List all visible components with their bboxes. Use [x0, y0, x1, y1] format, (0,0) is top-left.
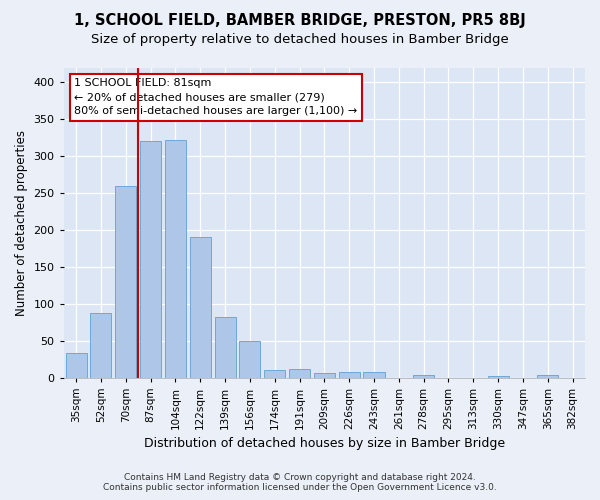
- Text: 1, SCHOOL FIELD, BAMBER BRIDGE, PRESTON, PR5 8BJ: 1, SCHOOL FIELD, BAMBER BRIDGE, PRESTON,…: [74, 12, 526, 28]
- X-axis label: Distribution of detached houses by size in Bamber Bridge: Distribution of detached houses by size …: [144, 437, 505, 450]
- Bar: [239, 340, 260, 378]
- Bar: [165, 140, 186, 378]
- Text: 1 SCHOOL FIELD: 81sqm
← 20% of detached houses are smaller (279)
80% of semi-det: 1 SCHOOL FIELD: 81sqm ← 20% of detached …: [74, 78, 358, 116]
- Bar: [364, 372, 385, 378]
- Bar: [314, 373, 335, 378]
- Bar: [289, 370, 310, 378]
- Bar: [413, 374, 434, 378]
- Bar: [488, 376, 509, 378]
- Text: Size of property relative to detached houses in Bamber Bridge: Size of property relative to detached ho…: [91, 32, 509, 46]
- Bar: [190, 238, 211, 378]
- Y-axis label: Number of detached properties: Number of detached properties: [15, 130, 28, 316]
- Bar: [264, 370, 285, 378]
- Bar: [140, 142, 161, 378]
- Bar: [91, 312, 112, 378]
- Bar: [215, 317, 236, 378]
- Bar: [115, 186, 136, 378]
- Bar: [338, 372, 360, 378]
- Bar: [537, 376, 559, 378]
- Bar: [65, 353, 86, 378]
- Text: Contains HM Land Registry data © Crown copyright and database right 2024.
Contai: Contains HM Land Registry data © Crown c…: [103, 473, 497, 492]
